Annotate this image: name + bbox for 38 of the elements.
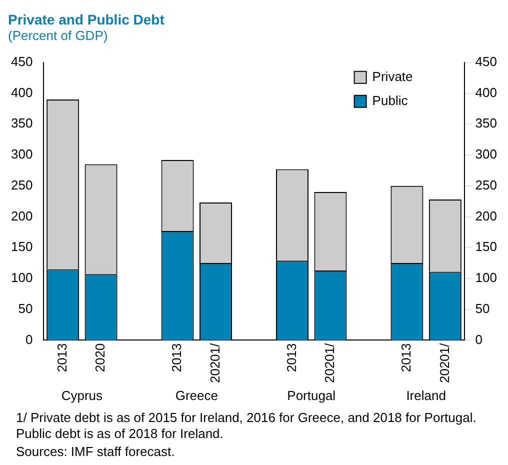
x-tick-label: 2013 <box>284 343 299 372</box>
y-tick-label: 250 <box>10 177 33 192</box>
chart-title: Private and Public Debt <box>8 11 165 28</box>
legend-label: Private <box>372 68 413 84</box>
source-note: Sources: IMF staff forecast. <box>15 444 176 460</box>
y-tick-label: 450 <box>10 54 33 69</box>
y-tick-label: 100 <box>10 270 33 286</box>
y-tick-label: 50 <box>18 300 33 316</box>
x-tick-label: 20201/ <box>207 342 222 384</box>
y-tick-label: 400 <box>10 84 33 100</box>
x-tick-label: 2020 <box>92 343 108 372</box>
y2-tick-label: 250 <box>475 177 498 192</box>
y2-tick-label: 100 <box>475 270 498 286</box>
y-tick-label: 300 <box>10 146 33 162</box>
y2-tick-label: 0 <box>475 332 483 347</box>
text: Ireland <box>406 388 446 404</box>
text: Portugal <box>287 388 336 404</box>
x-tick-label: 20201/ <box>436 342 452 384</box>
x-tick-label: 20201/ <box>322 342 338 384</box>
y2-tick-label: 300 <box>475 146 498 162</box>
y2-tick-label: 450 <box>475 54 498 69</box>
y2-tick-label: 400 <box>475 84 498 100</box>
text: Greece <box>175 388 218 404</box>
y2-tick-label: 200 <box>475 208 498 224</box>
x-tick-label: 2013 <box>169 343 184 372</box>
y2-tick-label: 350 <box>475 116 498 131</box>
x-tick-label: 2013 <box>54 343 70 372</box>
y-tick-label: 150 <box>10 239 33 254</box>
x-tick-label: 2013 <box>398 343 414 372</box>
y-tick-label: 350 <box>10 116 33 131</box>
y-tick-label: 200 <box>10 208 33 224</box>
legend-label: Public <box>372 92 408 108</box>
y2-tick-label: 50 <box>475 300 490 316</box>
y2-tick-label: 150 <box>475 239 498 254</box>
text: 1/ Private debt is as of 2015 for Ireland, 2016 for Greece, and 2018 for Portugal. Public debt is as of 2018 for Ireland. <box>15 410 478 442</box>
text: Cyprus <box>61 388 104 404</box>
y-tick-label: 0 <box>25 332 33 347</box>
chart-subtitle: (Percent of GDP) <box>8 28 108 44</box>
